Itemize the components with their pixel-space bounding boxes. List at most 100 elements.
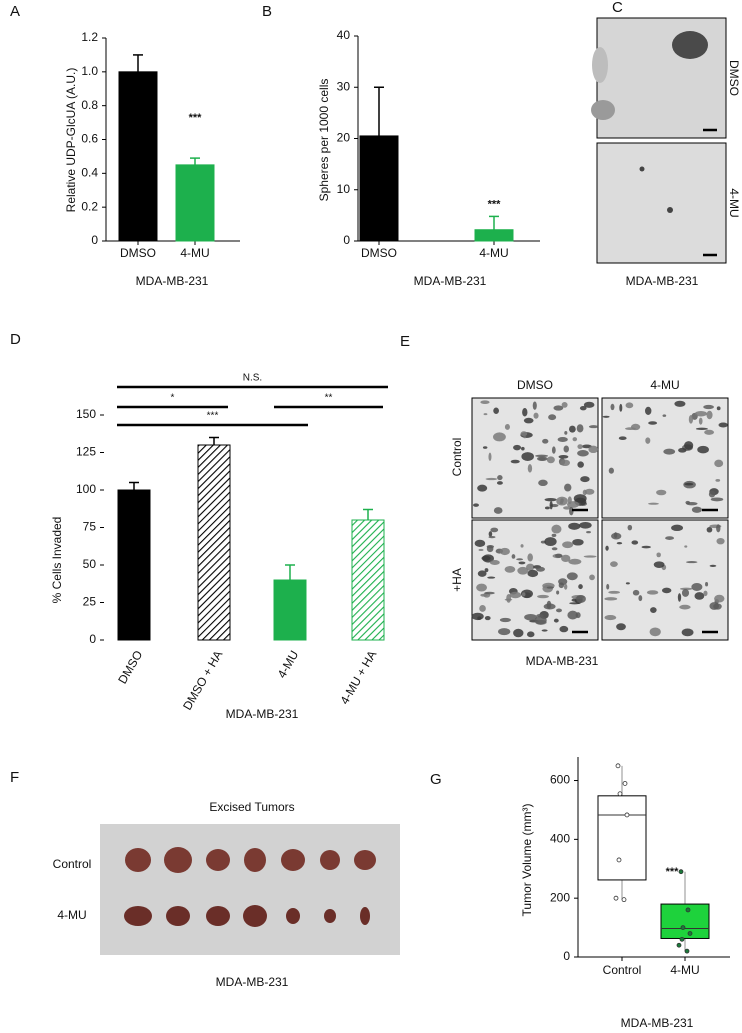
- cell: [566, 572, 578, 581]
- cell: [715, 478, 721, 482]
- cell: [614, 532, 618, 539]
- cell: [572, 437, 578, 442]
- x-axis-label: MDA-MB-231: [414, 274, 487, 288]
- cell: [558, 454, 569, 459]
- row-label: Control: [53, 857, 92, 871]
- panel-c: C DMSO 4-MU MDA-MB-231: [591, 0, 741, 288]
- cell: [548, 414, 557, 421]
- cell: [486, 545, 494, 553]
- y-axis-label: % Cells Invaded: [50, 517, 64, 604]
- cell: [489, 560, 500, 565]
- data-point: [621, 897, 627, 903]
- cell: [679, 604, 691, 610]
- cell: [527, 569, 539, 578]
- cell: [610, 403, 615, 411]
- cell: [482, 446, 488, 449]
- cell: [564, 483, 572, 492]
- sphere: [639, 166, 645, 172]
- cell: [485, 477, 498, 481]
- cell: [698, 417, 703, 425]
- cell: [513, 444, 522, 451]
- tumor: [244, 848, 266, 872]
- cell: [645, 406, 652, 415]
- tumor: [324, 909, 336, 923]
- cell: [493, 407, 499, 415]
- tumor: [206, 849, 230, 871]
- tumor: [206, 906, 230, 926]
- cell: [716, 524, 721, 533]
- cell: [484, 616, 491, 621]
- cell: [496, 481, 503, 485]
- cell: [577, 450, 589, 457]
- cell: [568, 558, 582, 565]
- cell: [524, 613, 537, 621]
- cell: [705, 582, 709, 587]
- y-tick-label: 10: [337, 182, 351, 196]
- y-tick-label: 100: [76, 482, 96, 496]
- cell: [544, 497, 557, 502]
- cell: [710, 497, 724, 502]
- cell: [572, 538, 584, 546]
- y-tick-label: 25: [83, 595, 97, 609]
- cell: [694, 592, 705, 600]
- x-tick-label: 4-MU: [275, 648, 302, 680]
- cell: [499, 547, 510, 556]
- x-tick-label: DMSO: [361, 246, 397, 260]
- x-tick-label: 4-MU + HA: [337, 648, 379, 707]
- cell: [706, 526, 713, 533]
- cell: [551, 533, 557, 538]
- cell: [580, 476, 590, 483]
- y-tick-label: 75: [83, 520, 97, 534]
- data-point: [624, 812, 630, 818]
- cell: [568, 522, 581, 530]
- panel-letter: D: [10, 331, 21, 348]
- cell: [567, 501, 580, 508]
- cell: [684, 482, 694, 486]
- data-point: [613, 895, 619, 901]
- panel-letter: C: [612, 0, 623, 16]
- cell: [544, 506, 550, 510]
- data-point: [680, 925, 686, 930]
- cell: [479, 605, 486, 612]
- bar: [175, 164, 215, 242]
- tumor: [124, 906, 152, 926]
- y-axis-label: Relative UDP-GlcUA (A.U.): [64, 68, 78, 213]
- cell: [681, 588, 690, 597]
- cell: [579, 405, 587, 411]
- cell: [681, 628, 694, 637]
- cell: [517, 566, 529, 575]
- cell: [561, 554, 571, 563]
- tumor: [286, 908, 300, 924]
- x-axis-label: MDA-MB-231: [621, 1016, 694, 1030]
- cell: [645, 437, 651, 444]
- tumor: [354, 850, 376, 870]
- cell: [522, 407, 528, 417]
- x-tick-label: Control: [603, 963, 642, 977]
- sphere: [591, 100, 615, 120]
- data-point: [616, 857, 622, 863]
- cell: [504, 423, 510, 430]
- photo-title: Excised Tumors: [209, 800, 294, 814]
- cell: [493, 432, 506, 442]
- caption: MDA-MB-231: [526, 654, 599, 668]
- cell: [483, 413, 488, 416]
- x-tick-label: DMSO + HA: [180, 648, 225, 712]
- cell: [498, 628, 511, 636]
- tumor: [243, 905, 267, 927]
- cell: [536, 456, 548, 462]
- data-point: [687, 931, 693, 936]
- cell: [520, 544, 524, 548]
- cell: [563, 506, 571, 510]
- cell: [523, 436, 527, 439]
- data-point: [622, 781, 628, 786]
- bar: [273, 579, 307, 641]
- cell: [583, 401, 595, 408]
- cell: [536, 566, 545, 572]
- cell: [616, 542, 623, 545]
- tumor: [166, 906, 190, 926]
- cell: [684, 545, 688, 548]
- cell: [691, 506, 702, 513]
- x-tick-label: DMSO: [120, 246, 156, 260]
- cell: [521, 446, 525, 451]
- cell: [493, 507, 503, 514]
